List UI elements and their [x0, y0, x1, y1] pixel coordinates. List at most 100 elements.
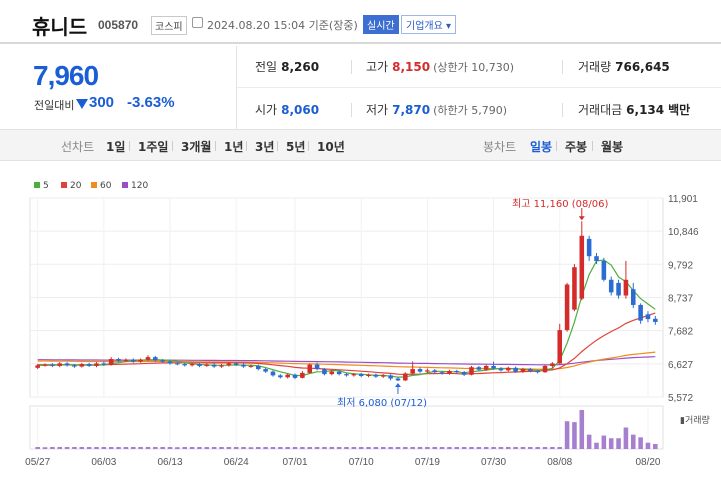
company-info-dropdown[interactable]: 기업개요 ▾	[401, 15, 457, 34]
candle-body	[447, 370, 452, 374]
volume-bar	[638, 437, 643, 449]
volume-bar	[358, 447, 364, 449]
price-change-percent: -3.63%	[127, 94, 175, 111]
tab-5y[interactable]: 5년	[286, 140, 306, 154]
y-tick-label: 11,901	[668, 194, 698, 205]
volume-bar	[579, 410, 585, 449]
volume-bar	[263, 447, 268, 449]
candlestick-chart[interactable]: 11,901 10,846 9,792 8,737 7,682 6,627 5,572 ▮거래…	[0, 188, 721, 487]
volume-bar	[197, 447, 202, 449]
high-marker-arrow	[578, 216, 585, 221]
volume-bar	[116, 447, 121, 449]
candle-body	[417, 369, 423, 372]
stock-name: 휴니드	[32, 15, 88, 39]
divider	[129, 141, 130, 151]
amount-value: 6,134	[626, 103, 665, 117]
volume-bar	[344, 447, 349, 449]
candle-body	[241, 364, 246, 367]
candle-body	[388, 375, 393, 379]
candle-body	[219, 365, 224, 367]
volume-bar	[278, 447, 283, 449]
candle-body	[292, 374, 298, 378]
volume-bar	[373, 447, 379, 449]
divider	[277, 141, 278, 151]
x-tick-label: 08/20	[635, 457, 660, 468]
volume-bar	[153, 447, 158, 449]
candle-body	[483, 365, 489, 370]
volume-bar	[505, 447, 511, 449]
tab-10y[interactable]: 10년	[317, 140, 345, 154]
candle-body	[314, 364, 320, 370]
volume-bar	[425, 447, 430, 449]
tab-weekly[interactable]: 주봉	[565, 140, 588, 154]
tab-1y[interactable]: 1년	[224, 140, 244, 154]
volume-bar	[167, 447, 173, 449]
open-value: 8,060	[281, 103, 320, 117]
volume-label: ▮거래량	[680, 414, 710, 426]
price-box: 7,960 전일대비 300 -3.63%	[0, 46, 237, 129]
tab-3y[interactable]: 3년	[255, 140, 275, 154]
candle-body	[461, 372, 467, 375]
candle-body	[439, 372, 445, 374]
current-price: 7,960	[33, 60, 99, 91]
change-label: 전일대비	[34, 99, 75, 112]
candle-body	[285, 374, 290, 378]
candle-body	[351, 374, 357, 376]
candle-body	[116, 359, 121, 361]
candle-body	[395, 378, 401, 381]
volume-bar	[498, 447, 504, 449]
volume-bar	[226, 447, 232, 449]
volume-bar	[594, 442, 599, 449]
legend-swatch	[34, 182, 40, 188]
candle-body	[344, 374, 349, 376]
volume-bar	[138, 447, 143, 449]
candle-body	[138, 359, 143, 362]
tab-1w[interactable]: 1주일	[138, 140, 169, 154]
candle-body	[263, 369, 268, 372]
volume-bar	[630, 434, 636, 449]
volume-bar	[219, 447, 224, 449]
volume-bar	[57, 447, 63, 449]
volume-bar	[483, 447, 489, 449]
tab-monthly[interactable]: 월봉	[601, 140, 624, 154]
tab-3m[interactable]: 3개월	[181, 140, 212, 154]
high-annotation: 최고 11,160 (08/06)	[512, 199, 609, 210]
prev-close: 전일 8,260	[255, 58, 319, 75]
realtime-button[interactable]: 실시간	[363, 15, 399, 34]
low-marker-arrow	[394, 383, 401, 388]
candle-body	[594, 256, 599, 261]
candle-body	[175, 363, 180, 365]
volume-bar	[542, 447, 548, 449]
candle-body	[278, 375, 283, 378]
volume-bar	[623, 427, 629, 449]
high-price: 고가 8,150 (상한가 10,730)	[366, 58, 514, 75]
volume-bar	[351, 447, 357, 449]
volume-bar	[204, 447, 210, 449]
legend-swatch	[61, 182, 67, 188]
candle-body	[101, 363, 107, 365]
x-tick-label: 06/03	[91, 457, 116, 468]
candle-body	[520, 369, 526, 372]
candle-body	[153, 357, 158, 361]
open-label: 시가	[255, 103, 278, 117]
volume-bar	[255, 447, 261, 449]
volume-bar	[50, 447, 55, 449]
x-tick-label: 08/08	[547, 457, 572, 468]
volume-value: 766,645	[615, 60, 670, 74]
tab-1d[interactable]: 1일	[106, 140, 126, 154]
candle-body	[601, 260, 607, 280]
candle-body	[366, 374, 371, 376]
volume-bar	[314, 447, 320, 449]
volume-bar	[101, 447, 107, 449]
x-tick-label: 07/30	[481, 457, 506, 468]
y-tick-label: 5,572	[668, 393, 693, 404]
low-price: 저가 7,870 (하한가 5,790)	[366, 101, 507, 118]
volume-bar	[211, 447, 217, 449]
volume-bar	[380, 447, 386, 449]
volume-bar	[145, 447, 151, 449]
candle-body	[86, 364, 92, 366]
volume-bar	[645, 442, 651, 449]
volume-bar	[270, 447, 276, 449]
candle-body	[630, 289, 636, 305]
tab-daily[interactable]: 일봉	[530, 140, 553, 154]
